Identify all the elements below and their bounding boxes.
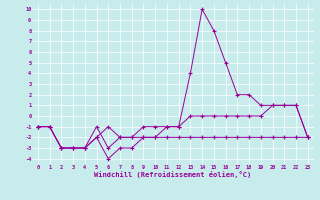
X-axis label: Windchill (Refroidissement éolien,°C): Windchill (Refroidissement éolien,°C) [94, 171, 252, 178]
